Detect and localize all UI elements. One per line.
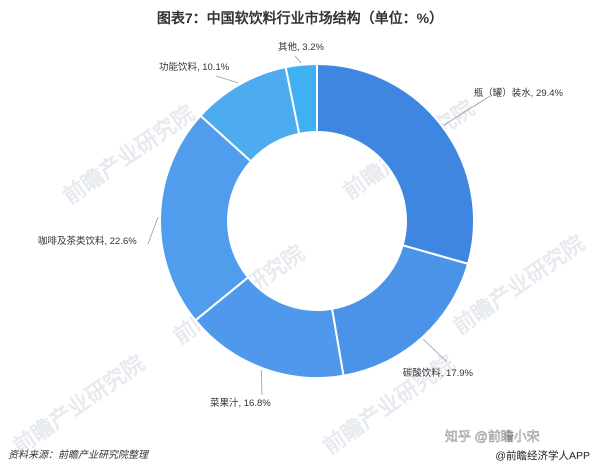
slice-label: 瓶（罐）装水, 29.4% bbox=[474, 87, 564, 99]
app-credit: @前瞻经济学人APP bbox=[495, 449, 590, 462]
source-note: 资料来源：前瞻产业研究院整理 bbox=[8, 449, 150, 461]
pie-slice bbox=[316, 62, 475, 266]
slice-label: 咖啡及茶类饮料, 22.6% bbox=[38, 235, 137, 247]
labels-group: 瓶（罐）装水, 29.4% 碳酸饮料, 17.9% 菜果汁, 16.8% 咖啡及茶类饮… bbox=[38, 41, 564, 409]
leader-line bbox=[443, 95, 491, 126]
leader-line bbox=[294, 55, 302, 64]
slice-label: 其他, 3.2% bbox=[278, 41, 324, 53]
leader-line bbox=[260, 369, 263, 396]
watermarks: 前瞻产业研究院 前瞻产业研究院 前瞻产业研究院 前瞻产业研究院 前瞻产业研究院 … bbox=[9, 95, 590, 459]
leader-line bbox=[147, 216, 159, 245]
pie-slice bbox=[159, 114, 253, 322]
pie-slice bbox=[284, 62, 318, 135]
slice-label: 菜果汁, 16.8% bbox=[210, 397, 271, 409]
watermark-text: 前瞻产业研究院 bbox=[9, 350, 150, 459]
slice-label: 功能饮料, 10.1% bbox=[159, 61, 230, 73]
zhihu-watermark: 知乎 @前瞻小宋 bbox=[445, 429, 540, 444]
slices-group bbox=[159, 62, 475, 379]
chart-title: 图表7：中国软饮料行业市场结构（单位：%） bbox=[157, 10, 443, 26]
leader-line bbox=[215, 75, 239, 84]
slice-label: 碳酸饮料, 17.9% bbox=[403, 367, 474, 379]
leader-line bbox=[422, 338, 448, 363]
leader-lines-group bbox=[147, 55, 491, 396]
